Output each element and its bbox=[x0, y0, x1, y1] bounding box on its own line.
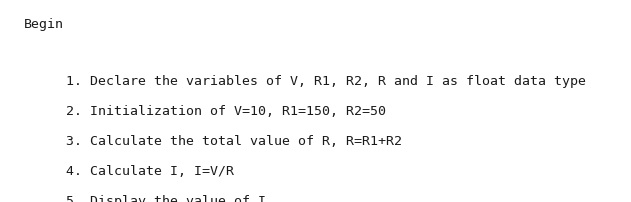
Text: 5. Display the value of I: 5. Display the value of I bbox=[66, 194, 266, 202]
Text: 3. Calculate the total value of R, R=R1+R2: 3. Calculate the total value of R, R=R1+… bbox=[66, 134, 402, 147]
Text: 1. Declare the variables of V, R1, R2, R and I as float data type: 1. Declare the variables of V, R1, R2, R… bbox=[66, 74, 586, 87]
Text: Begin: Begin bbox=[24, 18, 64, 31]
Text: 4. Calculate I, I=V/R: 4. Calculate I, I=V/R bbox=[66, 164, 234, 177]
Text: 2. Initialization of V=10, R1=150, R2=50: 2. Initialization of V=10, R1=150, R2=50 bbox=[66, 104, 386, 117]
